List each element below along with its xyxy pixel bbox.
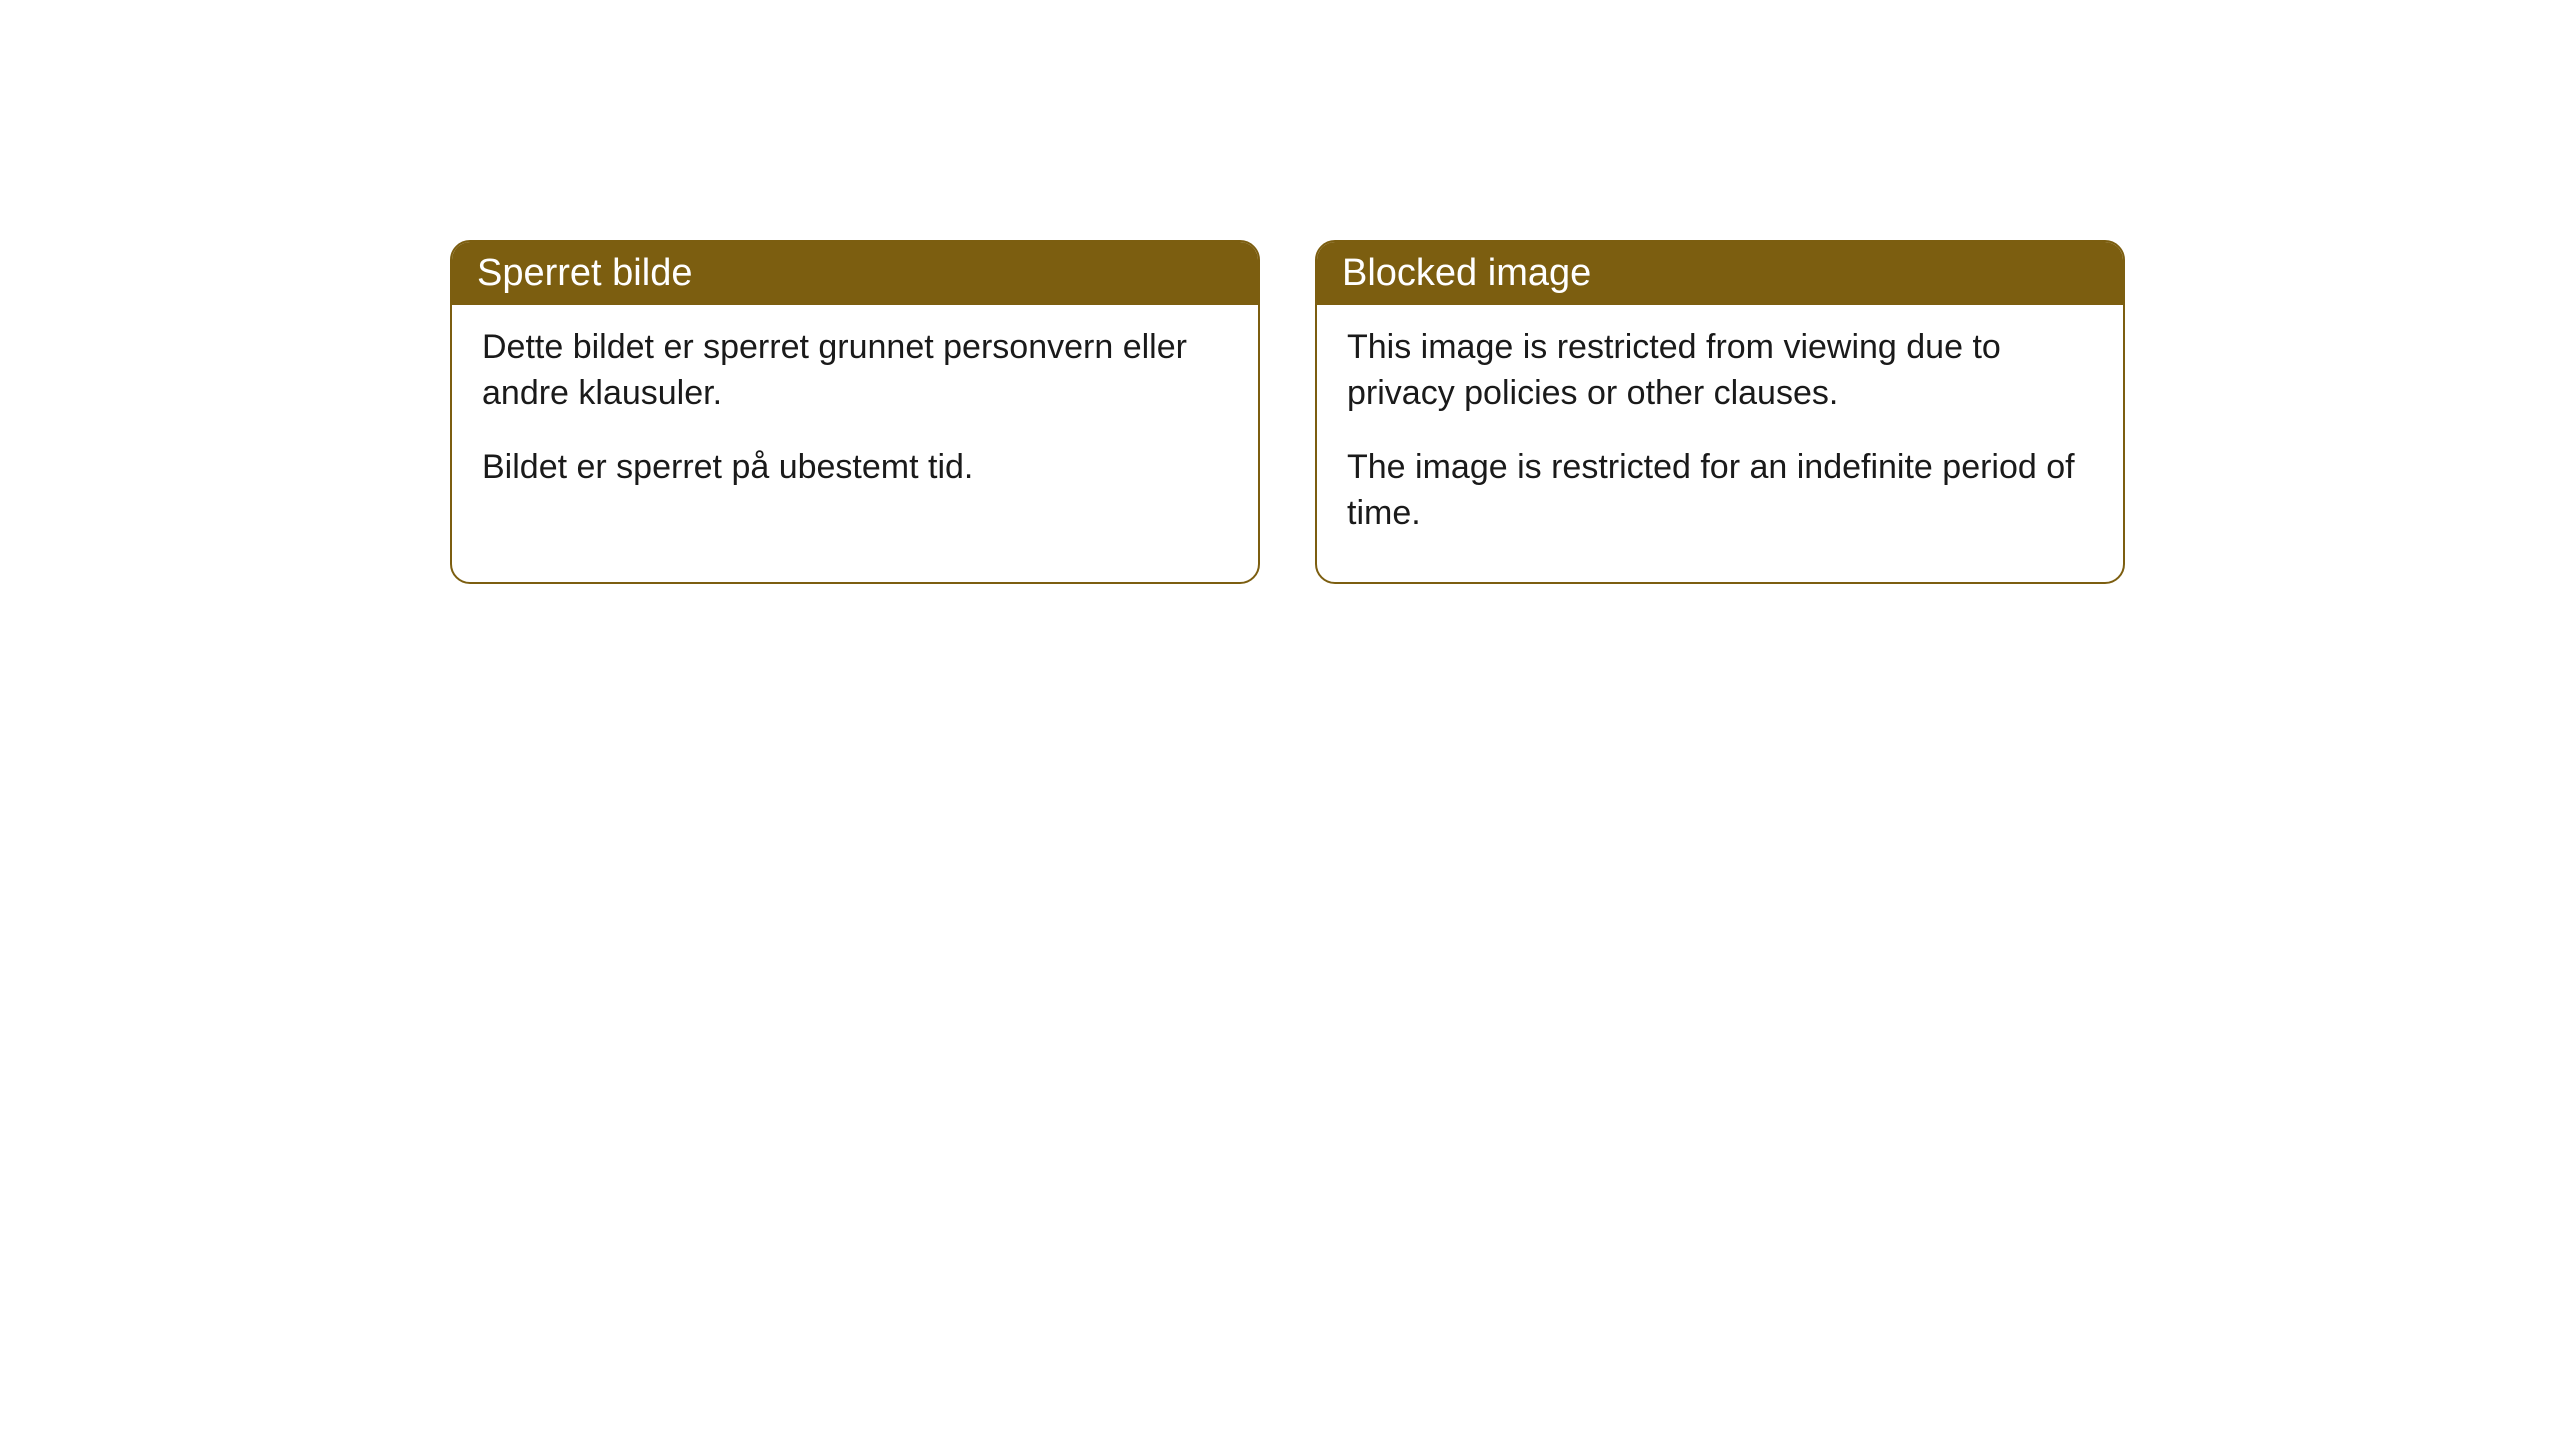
cards-container: Sperret bilde Dette bildet er sperret gr… [0,0,2560,584]
card-paragraph: Dette bildet er sperret grunnet personve… [482,325,1228,417]
card-paragraph: This image is restricted from viewing du… [1347,325,2093,417]
card-body: Dette bildet er sperret grunnet personve… [452,305,1258,536]
card-paragraph: Bildet er sperret på ubestemt tid. [482,445,1228,491]
card-header: Blocked image [1317,242,2123,305]
card-title: Blocked image [1342,252,1591,294]
blocked-image-card-english: Blocked image This image is restricted f… [1315,240,2125,584]
card-title: Sperret bilde [477,252,692,294]
card-header: Sperret bilde [452,242,1258,305]
card-paragraph: The image is restricted for an indefinit… [1347,445,2093,537]
card-body: This image is restricted from viewing du… [1317,305,2123,582]
blocked-image-card-norwegian: Sperret bilde Dette bildet er sperret gr… [450,240,1260,584]
